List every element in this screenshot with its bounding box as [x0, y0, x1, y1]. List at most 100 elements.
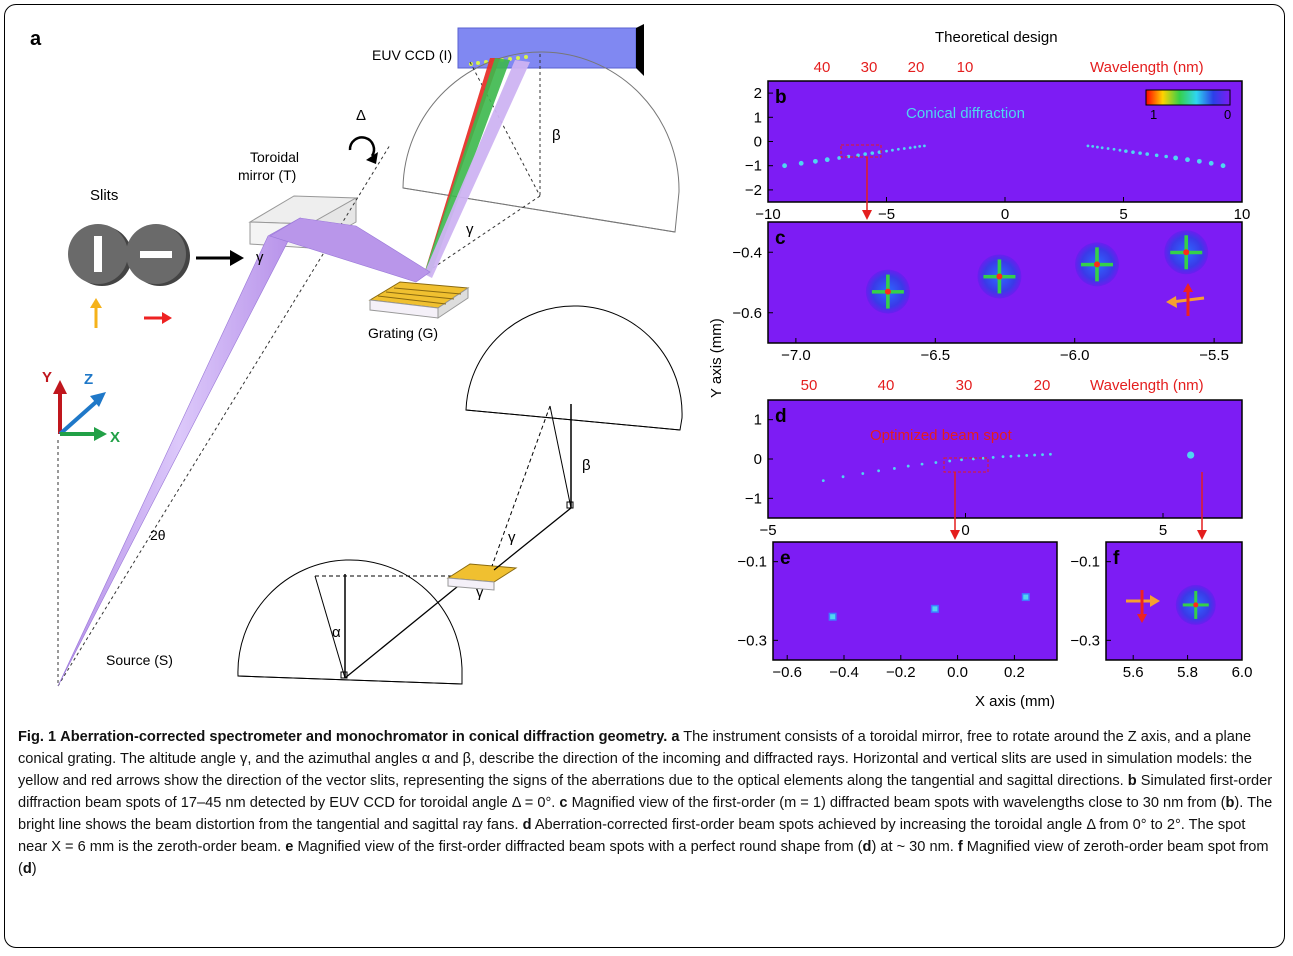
y-tick-label: −2 — [745, 182, 762, 199]
panel-f-x-ticks: 5.6 5.8 6.0 — [1123, 655, 1252, 681]
upper-dome — [402, 51, 680, 233]
red-arrow — [144, 312, 172, 324]
data-point — [813, 158, 818, 164]
panel-d-annotation: Optimized beam spot — [870, 427, 1013, 444]
data-point — [918, 144, 922, 148]
ccd-label: EUV CCD (I) — [372, 47, 452, 63]
data-point — [1096, 145, 1099, 149]
caption-b-label: b — [1127, 773, 1137, 789]
y-tick-label: −0.3 — [737, 632, 767, 649]
caption-f-text2: ) — [31, 861, 37, 877]
data-point — [1001, 455, 1005, 459]
caption-c-text: Magnified view of the first-order (m = 1… — [567, 795, 1226, 811]
panel-c-label: c — [775, 228, 786, 249]
data-point — [1164, 154, 1168, 159]
panel-b-x-ticks: −10 −5 0 5 10 — [755, 197, 1250, 223]
y-tick-label: 0 — [754, 451, 762, 468]
panel-a: a EUV CCD (I) β γ Toroidal mirror (T) Δ — [30, 24, 683, 687]
beam-spot — [1164, 230, 1209, 275]
data-point — [908, 146, 912, 150]
caption-d-text: Aberration-corrected first-order beam sp… — [18, 817, 1246, 855]
beam-spot — [977, 254, 1022, 299]
data-point — [1100, 146, 1104, 150]
green-ray — [424, 58, 510, 276]
beam-spot — [932, 606, 938, 612]
panel-c-spots — [865, 230, 1209, 314]
gamma-lower-2: γ — [508, 529, 516, 546]
data-point — [1009, 454, 1013, 458]
panel-e-y-ticks: −0.1 −0.3 — [737, 554, 778, 649]
wavelength-tick-label: 40 — [814, 59, 831, 76]
data-point — [934, 461, 938, 464]
rotation-arrow — [348, 136, 376, 157]
data-point — [841, 475, 845, 479]
panel-f-arrows — [1126, 590, 1160, 623]
beam-spot — [865, 269, 910, 314]
caption-b-text: Simulated first-order diffraction beam s… — [18, 773, 1273, 811]
y-tick-label: −1 — [745, 490, 762, 507]
data-point — [906, 464, 910, 468]
x-tick-label: −7.0 — [781, 347, 811, 364]
grating — [368, 281, 470, 319]
x-tick-label: 5 — [1119, 206, 1127, 223]
data-point — [861, 472, 865, 475]
x-tick-label: 5.6 — [1123, 664, 1144, 681]
panel-e-spots — [828, 593, 1030, 621]
beam-spot-core — [1193, 602, 1199, 608]
beam-spot-core — [996, 273, 1003, 280]
data-point — [885, 149, 888, 153]
data-point — [1106, 147, 1110, 150]
panel-c-x-ticks: −7.0 −6.5 −6.0 −5.5 — [781, 338, 1229, 364]
data-point — [1041, 453, 1044, 457]
panel-e-label: e — [780, 548, 791, 569]
caption-c-ref: b — [1225, 795, 1235, 811]
y-tick-label: −0.1 — [737, 554, 767, 571]
axis-y-label: Y — [42, 369, 52, 386]
data-point — [1017, 454, 1021, 458]
wavelength-axis-mid: 50 40 30 20 — [801, 377, 1051, 394]
x-tick-label: 5.8 — [1177, 664, 1198, 681]
caption-a-text: The instrument consists of a toroidal mi… — [18, 729, 1252, 789]
data-point — [913, 145, 917, 149]
x-tick-label: 0 — [961, 522, 969, 539]
data-point — [1208, 160, 1214, 166]
caption-a-label: a — [671, 729, 680, 745]
panel-c-y-ticks: −0.4 −0.6 — [732, 244, 773, 322]
y-tick-label: −0.4 — [732, 244, 762, 261]
wavelength-tick-label: 30 — [861, 59, 878, 76]
figure-caption: Fig. 1 Aberration-corrected spectrometer… — [18, 726, 1276, 880]
data-point — [991, 456, 995, 459]
beta-lower: β — [582, 457, 591, 474]
wavelength-tick-label: 50 — [801, 377, 818, 394]
data-point — [902, 147, 906, 150]
panel-b-zoom-box — [840, 144, 882, 158]
x-tick-label: −5 — [759, 522, 776, 539]
data-point — [856, 153, 860, 158]
data-point — [923, 144, 926, 148]
wavelength-label-mid: Wavelength (nm) — [1090, 377, 1204, 394]
data-point — [877, 150, 882, 154]
panel-b-spots — [782, 144, 1226, 169]
toroidal-label-1: Toroidal — [250, 149, 299, 165]
data-point — [896, 147, 900, 151]
y-tick-label: 2 — [754, 85, 762, 102]
y-tick-label: 1 — [754, 109, 762, 126]
data-point — [1033, 453, 1037, 457]
data-point — [824, 157, 830, 163]
y-tick-label: −0.6 — [732, 305, 762, 322]
beam-spot-core — [1183, 249, 1190, 256]
beta-upper: β — [552, 127, 561, 144]
panel-d-label: d — [775, 406, 787, 427]
vertical-slit — [68, 224, 132, 286]
source-label: Source (S) — [106, 652, 173, 668]
data-point — [1131, 150, 1135, 154]
panel-b-y-ticks: 2 1 0 −1 −2 — [745, 85, 773, 199]
caption-fig-label: Fig. 1 — [18, 729, 57, 745]
data-point — [1154, 153, 1159, 158]
caption-d-label: d — [522, 817, 532, 833]
caption-c-label: c — [559, 795, 568, 811]
yellow-arrow — [90, 298, 102, 328]
violet-ray — [424, 60, 530, 278]
gamma-grating: γ — [466, 221, 474, 238]
caption-e-ref: d — [862, 839, 872, 855]
